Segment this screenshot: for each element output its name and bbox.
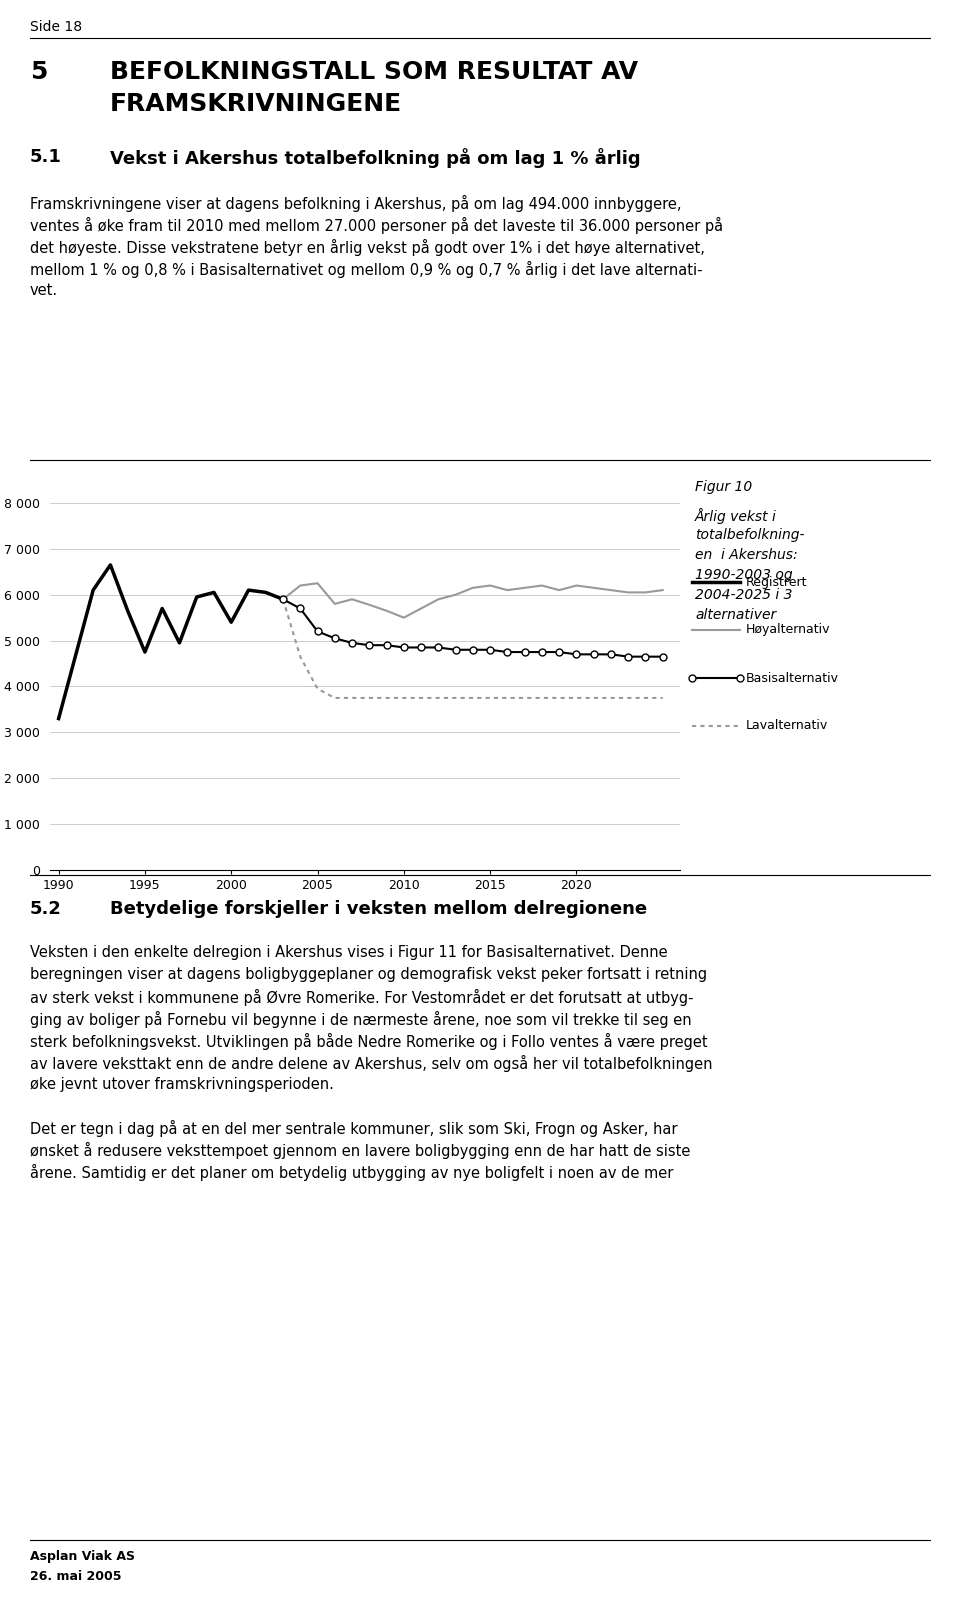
Text: av sterk vekst i kommunene på Øvre Romerike. For Vestområdet er det forutsatt at: av sterk vekst i kommunene på Øvre Romer… [30,990,693,1006]
Text: årene. Samtidig er det planer om betydelig utbygging av nye boligfelt i noen av : årene. Samtidig er det planer om betydel… [30,1164,673,1182]
Text: alternativer: alternativer [695,608,777,622]
Text: Høyalternativ: Høyalternativ [746,624,830,636]
Text: Figur 10: Figur 10 [695,480,753,494]
Text: Vekst i Akershus totalbefolkning på om lag 1 % årlig: Vekst i Akershus totalbefolkning på om l… [110,149,640,168]
Text: Basisalternativ: Basisalternativ [746,672,839,684]
Text: vet.: vet. [30,283,59,297]
Text: mellom 1 % og 0,8 % i Basisalternativet og mellom 0,9 % og 0,7 % årlig i det lav: mellom 1 % og 0,8 % i Basisalternativet … [30,261,703,278]
Text: en  i Akershus:: en i Akershus: [695,548,798,561]
Text: det høyeste. Disse vekstratene betyr en årlig vekst på godt over 1% i det høye a: det høyeste. Disse vekstratene betyr en … [30,238,705,256]
Text: Asplan Viak AS: Asplan Viak AS [30,1549,135,1562]
Text: totalbefolkning-: totalbefolkning- [695,528,804,542]
Text: Veksten i den enkelte delregion i Akershus vises i Figur 11 for Basisalternative: Veksten i den enkelte delregion i Akersh… [30,945,667,959]
Text: Registrert: Registrert [746,576,807,588]
Text: sterk befolkningsvekst. Utviklingen på både Nedre Romerike og i Follo ventes å v: sterk befolkningsvekst. Utviklingen på b… [30,1033,708,1051]
Text: ging av boliger på Fornebu vil begynne i de nærmeste årene, noe som vil trekke t: ging av boliger på Fornebu vil begynne i… [30,1011,691,1028]
Text: ønsket å redusere veksttempoet gjennom en lavere boligbygging enn de har hatt de: ønsket å redusere veksttempoet gjennom e… [30,1142,690,1159]
Text: Side 18: Side 18 [30,21,83,34]
Text: Det er tegn i dag på at en del mer sentrale kommuner, slik som Ski, Frogn og Ask: Det er tegn i dag på at en del mer sentr… [30,1119,678,1137]
Text: ventes å øke fram til 2010 med mellom 27.000 personer på det laveste til 36.000 : ventes å øke fram til 2010 med mellom 27… [30,217,723,233]
Text: FRAMSKRIVNINGENE: FRAMSKRIVNINGENE [110,93,402,117]
Text: 5: 5 [30,61,47,85]
Text: beregningen viser at dagens boligbyggeplaner og demografisk vekst peker fortsatt: beregningen viser at dagens boligbyggepl… [30,967,708,982]
Text: Årlig vekst i: Årlig vekst i [695,508,777,524]
Text: Betydelige forskjeller i veksten mellom delregionene: Betydelige forskjeller i veksten mellom … [110,900,647,918]
Text: BEFOLKNINGSTALL SOM RESULTAT AV: BEFOLKNINGSTALL SOM RESULTAT AV [110,61,638,85]
Text: 1990-2003 og: 1990-2003 og [695,568,793,582]
Text: Framskrivningene viser at dagens befolkning i Akershus, på om lag 494.000 innbyg: Framskrivningene viser at dagens befolkn… [30,195,682,213]
Text: 5.2: 5.2 [30,900,61,918]
Text: Lavalternativ: Lavalternativ [746,720,828,732]
Text: av lavere veksttakt enn de andre delene av Akershus, selv om også her vil totalb: av lavere veksttakt enn de andre delene … [30,1055,712,1071]
Text: øke jevnt utover framskrivningsperioden.: øke jevnt utover framskrivningsperioden. [30,1078,334,1092]
Text: 5.1: 5.1 [30,149,61,166]
Text: 2004-2025 i 3: 2004-2025 i 3 [695,588,793,601]
Text: 26. mai 2005: 26. mai 2005 [30,1570,122,1583]
